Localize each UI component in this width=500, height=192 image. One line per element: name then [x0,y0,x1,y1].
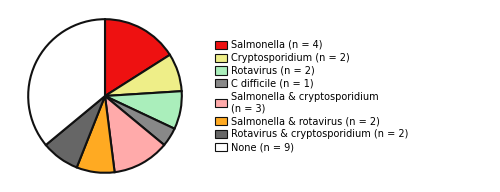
Wedge shape [105,19,170,96]
Legend: Salmonella (n = 4), Cryptosporidium (n = 2), Rotavirus (n = 2), C difficile (n =: Salmonella (n = 4), Cryptosporidium (n =… [215,40,409,152]
Wedge shape [105,55,182,96]
Wedge shape [28,19,105,145]
Wedge shape [105,96,164,172]
Wedge shape [105,96,174,145]
Wedge shape [105,91,182,129]
Wedge shape [46,96,105,167]
Wedge shape [76,96,114,173]
